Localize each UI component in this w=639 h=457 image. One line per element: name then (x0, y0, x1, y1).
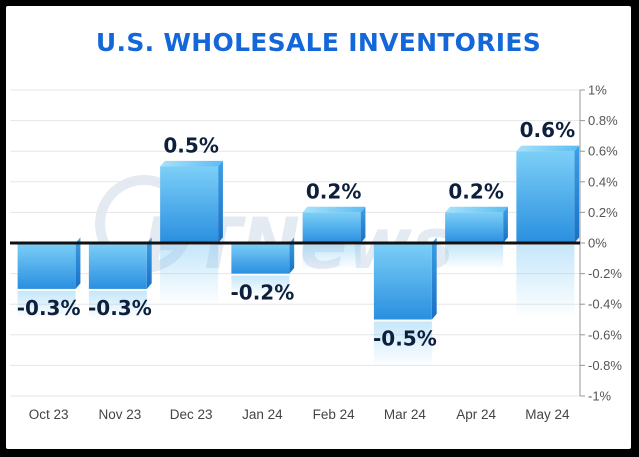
bar (302, 212, 361, 243)
bar-side (431, 237, 437, 320)
chart-title: U.S. WHOLESALE INVENTORIES (95, 28, 542, 57)
chart-frame: U.S. WHOLESALE INVENTORIES PTNews 1% 0.8%… (6, 6, 631, 449)
bar (17, 243, 76, 289)
y-tick-label: -0.6% (588, 327, 622, 342)
bar-reflection (516, 245, 575, 319)
bar-reflection (88, 290, 147, 319)
x-tick-label: Dec 23 (170, 407, 213, 422)
data-label: 0.6% (520, 118, 575, 142)
bar-top (160, 160, 223, 167)
y-tick-label: 0.2% (588, 205, 618, 220)
x-tick-label: Apr 24 (456, 407, 496, 422)
bar-side (146, 237, 152, 289)
bar-side (75, 237, 81, 289)
bar-reflection (302, 245, 361, 270)
y-tick-label: -0.2% (588, 266, 622, 281)
data-label: -0.5% (373, 327, 437, 351)
x-tick-label: Mar 24 (384, 407, 427, 422)
bar (373, 243, 432, 320)
data-label: -0.3% (17, 296, 81, 320)
data-label: -0.2% (230, 281, 294, 305)
x-tick-label: Feb 24 (313, 407, 356, 422)
x-tick-label: Oct 23 (29, 407, 69, 422)
y-tick-label: 0.8% (588, 113, 618, 128)
bar-chart: PTNews 1%0.8%0.6%0.4%0.2%0%-0.2%-0.4%-0.… (10, 83, 622, 422)
bar-side (503, 206, 508, 243)
bar-side (289, 237, 295, 274)
data-label: 0.2% (306, 179, 361, 203)
bar-reflection (445, 245, 504, 270)
data-label: 0.5% (163, 134, 218, 158)
y-tick-label: 0% (588, 236, 607, 251)
bar (160, 166, 219, 243)
x-tick-label: Nov 23 (98, 407, 141, 422)
data-label: 0.2% (448, 179, 503, 203)
y-tick-label: 1% (588, 83, 607, 98)
bar-reflection (17, 290, 76, 319)
bar (88, 243, 147, 289)
y-tick-label: -1% (588, 389, 612, 404)
y-tick-label: 0.4% (588, 174, 618, 189)
x-tick-label: Jan 24 (242, 407, 283, 422)
bar-side (218, 160, 223, 243)
bar-reflection (160, 245, 219, 307)
y-tick-label: -0.8% (588, 358, 622, 373)
bar-reflection (373, 321, 432, 368)
bar (516, 151, 575, 243)
bar (445, 212, 504, 243)
bar-side (574, 145, 580, 243)
bar-side (360, 206, 366, 243)
bar-top (445, 206, 508, 213)
bar-reflection (231, 275, 290, 296)
y-tick-label: 0.6% (588, 144, 618, 159)
bar-top (302, 206, 366, 213)
bar (231, 243, 290, 274)
data-label: -0.3% (88, 296, 152, 320)
x-tick-label: May 24 (525, 407, 570, 422)
y-tick-label: -0.4% (588, 297, 622, 312)
bar-top (516, 145, 580, 152)
